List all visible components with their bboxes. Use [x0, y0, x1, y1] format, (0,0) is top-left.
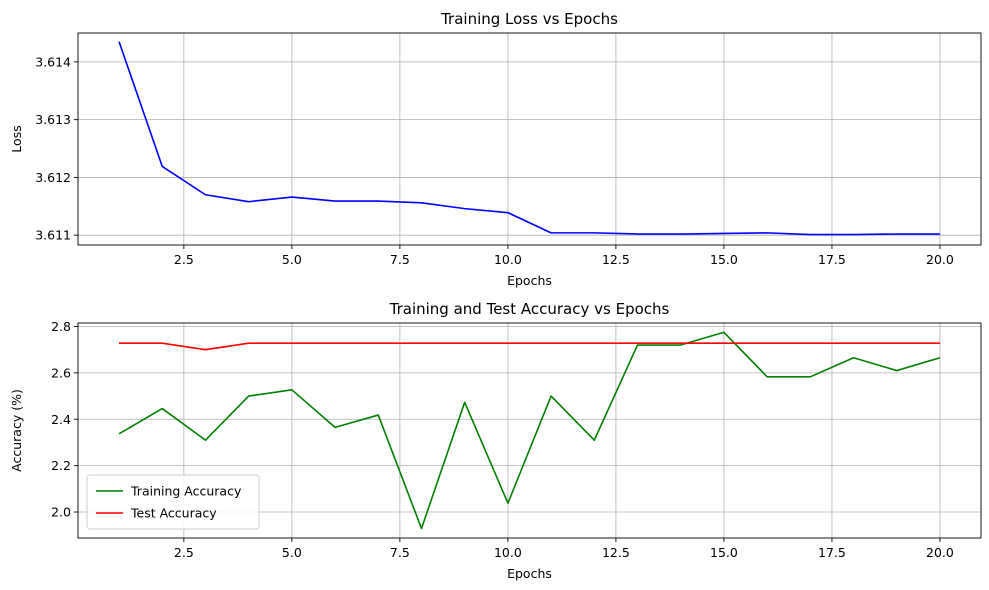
loss-x-tick-label: 7.5 [390, 252, 410, 267]
accuracy-chart-title: Training and Test Accuracy vs Epochs [389, 300, 670, 318]
accuracy-legend: Training Accuracy Test Accuracy [86, 474, 260, 530]
accuracy-x-tick-label: 7.5 [390, 545, 410, 560]
loss-y-tick-label: 3.611 [35, 228, 71, 243]
accuracy-legend-box [86, 474, 260, 530]
loss-x-tick-label: 10.0 [494, 252, 522, 267]
accuracy-x-tick-label: 17.5 [818, 545, 846, 560]
loss-y-tick-label: 3.614 [35, 54, 71, 69]
loss-x-axis-label: Epochs [507, 273, 552, 288]
test-accuracy-legend-label: Test Accuracy [130, 506, 217, 521]
loss-chart-title: Training Loss vs Epochs [440, 10, 618, 28]
accuracy-subplot: 2.5 5.0 7.5 10.0 12.5 15.0 17.5 20.0 2.0 2.2 2.4 2.… [9, 300, 982, 581]
accuracy-x-tick-label: 12.5 [602, 545, 630, 560]
accuracy-y-axis-label: Accuracy (%) [9, 389, 24, 472]
loss-line [118, 41, 940, 236]
loss-x-tick-label: 12.5 [602, 252, 630, 267]
accuracy-y-tick-label: 2.6 [51, 365, 71, 380]
training-accuracy-line [118, 331, 941, 530]
accuracy-x-tick-label: 2.5 [174, 545, 194, 560]
loss-x-tick-label: 5.0 [282, 252, 302, 267]
loss-x-tick-label: 17.5 [818, 252, 846, 267]
test-accuracy-line [119, 342, 940, 351]
accuracy-y-tick-label: 2.8 [51, 319, 71, 334]
loss-subplot: 2.5 5.0 7.5 10.0 12.5 15.0 17.5 20.0 3.611 3.612 3… [9, 10, 982, 288]
accuracy-x-tick-label: 20.0 [926, 545, 954, 560]
loss-x-tick-label: 2.5 [174, 252, 194, 267]
accuracy-x-tick-label: 5.0 [282, 545, 302, 560]
accuracy-y-tick-label: 2.2 [51, 458, 71, 473]
accuracy-y-tick-label: 2.4 [51, 412, 71, 427]
loss-x-tick-label: 20.0 [926, 252, 954, 267]
accuracy-y-tick-label: 2.0 [51, 505, 71, 520]
accuracy-axes-frame [77, 322, 982, 539]
loss-x-tick-label: 15.0 [710, 252, 738, 267]
loss-axes-frame [77, 32, 982, 246]
loss-y-tick-label: 3.613 [35, 112, 71, 127]
loss-y-tick-label: 3.612 [35, 170, 71, 185]
accuracy-x-tick-label: 15.0 [710, 545, 738, 560]
loss-y-axis-label: Loss [9, 125, 24, 152]
accuracy-x-tick-label: 10.0 [494, 545, 522, 560]
accuracy-x-axis-label: Epochs [507, 566, 552, 581]
training-accuracy-legend-label: Training Accuracy [130, 484, 242, 499]
